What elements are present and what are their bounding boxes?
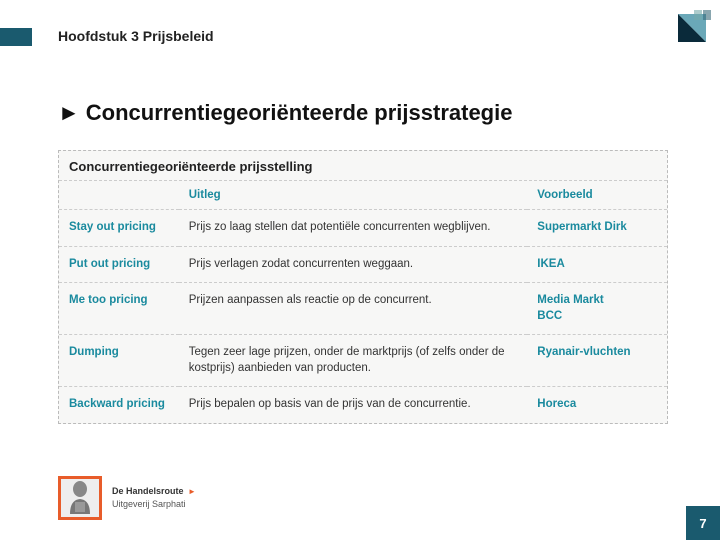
- cell-example: Horeca: [527, 387, 667, 423]
- col-header-example: Voorbeeld: [527, 181, 667, 210]
- pricing-table: Uitleg Voorbeeld Stay out pricing Prijs …: [59, 181, 667, 423]
- footer-publisher: Uitgeverij Sarphati: [112, 498, 196, 511]
- heading-arrow-icon: ►: [58, 100, 80, 125]
- publisher-logo-corner: [672, 8, 712, 48]
- slide-heading: ►Concurrentiegeoriënteerde prijsstrategi…: [58, 100, 512, 126]
- table-row: Backward pricing Prijs bepalen op basis …: [59, 387, 667, 423]
- cell-strategy: Put out pricing: [59, 246, 179, 283]
- cell-explain: Prijzen aanpassen als reactie op de conc…: [179, 283, 528, 335]
- cell-strategy: Dumping: [59, 335, 179, 387]
- col-header-explain: Uitleg: [179, 181, 528, 210]
- cell-example: Media MarktBCC: [527, 283, 667, 335]
- footer-logo-icon: [58, 476, 102, 520]
- footer-brand-name: De Handelsroute: [112, 486, 184, 496]
- table-row: Me too pricing Prijzen aanpassen als rea…: [59, 283, 667, 335]
- col-header-strategy: [59, 181, 179, 210]
- table-row: Put out pricing Prijs verlagen zodat con…: [59, 246, 667, 283]
- cell-example: Ryanair-vluchten: [527, 335, 667, 387]
- cell-explain: Prijs zo laag stellen dat potentiële con…: [179, 210, 528, 247]
- table-row: Dumping Tegen zeer lage prijzen, onder d…: [59, 335, 667, 387]
- footer-line1: De Handelsroute ►: [112, 485, 196, 498]
- cell-example: IKEA: [527, 246, 667, 283]
- chapter-marker-bar: [0, 28, 32, 46]
- heading-text: Concurrentiegeoriënteerde prijsstrategie: [86, 100, 513, 125]
- cell-strategy: Me too pricing: [59, 283, 179, 335]
- pricing-table-container: Concurrentiegeoriënteerde prijsstelling …: [58, 150, 668, 424]
- table-header-row: Uitleg Voorbeeld: [59, 181, 667, 210]
- cell-strategy: Stay out pricing: [59, 210, 179, 247]
- footer-text-block: De Handelsroute ► Uitgeverij Sarphati: [112, 485, 196, 510]
- footer-branding: De Handelsroute ► Uitgeverij Sarphati: [58, 476, 196, 520]
- cell-explain: Tegen zeer lage prijzen, onder de marktp…: [179, 335, 528, 387]
- cell-explain: Prijs bepalen op basis van de prijs van …: [179, 387, 528, 423]
- cell-example: Supermarkt Dirk: [527, 210, 667, 247]
- cell-strategy: Backward pricing: [59, 387, 179, 423]
- table-title: Concurrentiegeoriënteerde prijsstelling: [59, 151, 667, 181]
- footer-arrow-icon: ►: [188, 487, 196, 496]
- page-number: 7: [686, 506, 720, 540]
- cell-explain: Prijs verlagen zodat concurrenten weggaa…: [179, 246, 528, 283]
- chapter-title: Hoofdstuk 3 Prijsbeleid: [58, 28, 214, 44]
- table-row: Stay out pricing Prijs zo laag stellen d…: [59, 210, 667, 247]
